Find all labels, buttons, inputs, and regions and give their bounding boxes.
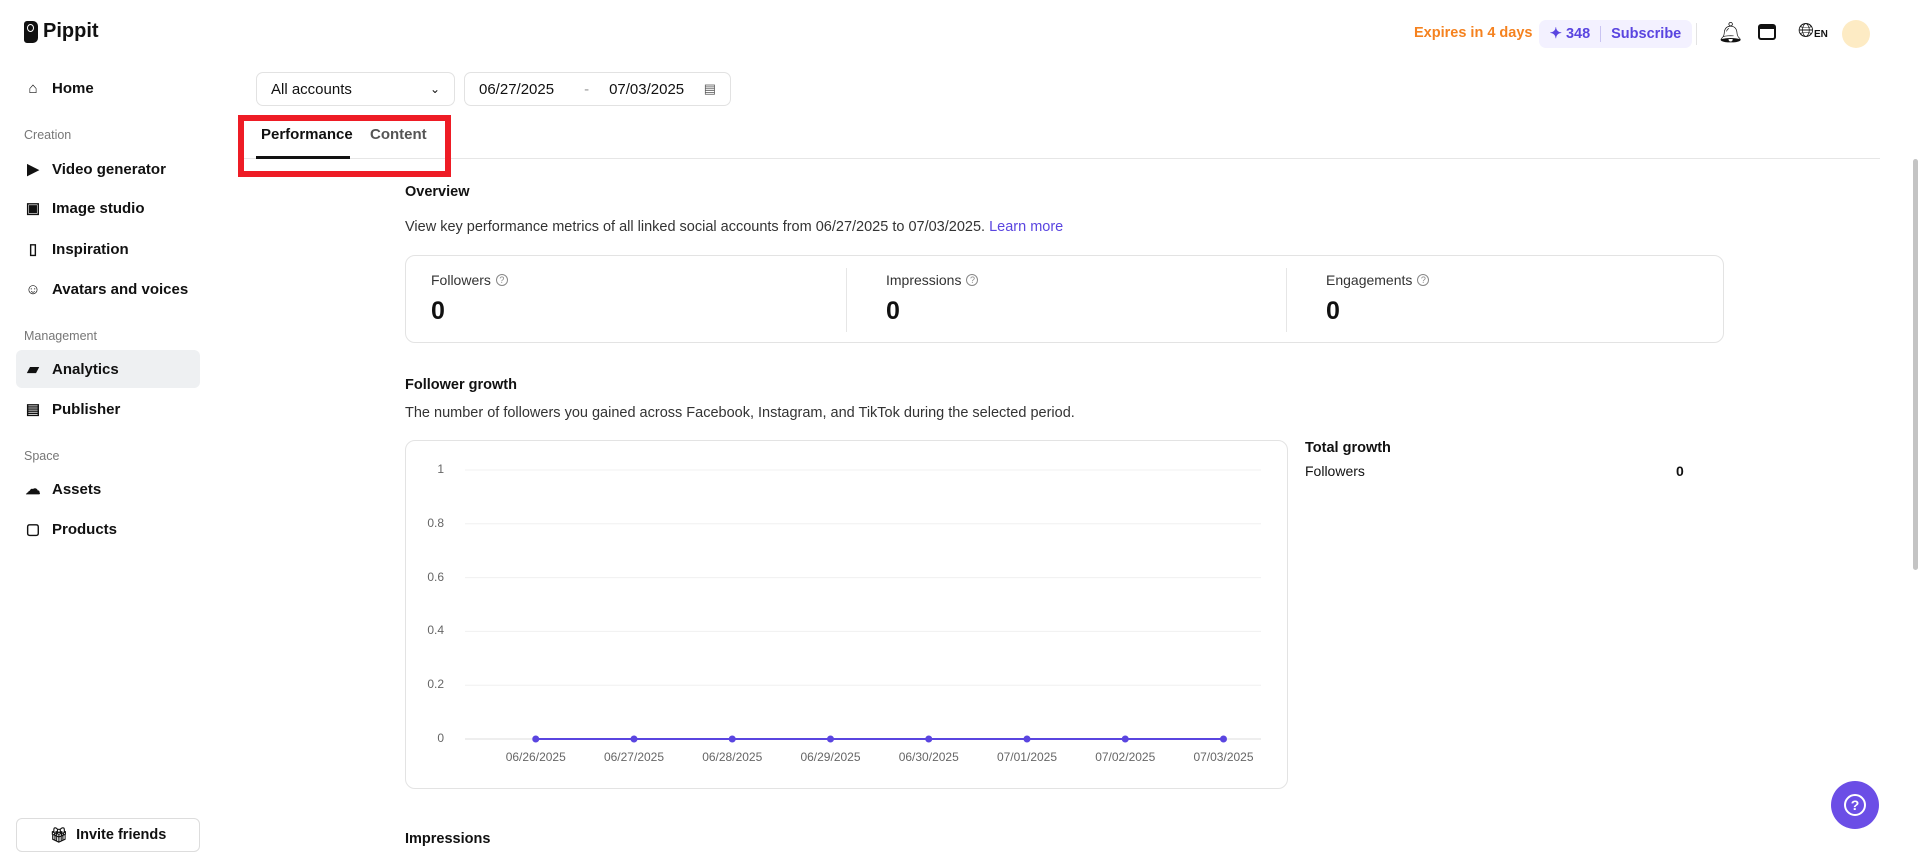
data-point[interactable] — [1121, 735, 1129, 743]
data-point[interactable] — [1219, 735, 1227, 743]
follower-growth-title: Follower growth — [405, 377, 517, 393]
x-tick-label: 06/28/2025 — [702, 750, 763, 764]
inspiration-icon: ▯ — [28, 241, 38, 258]
y-tick-label: 0.4 — [427, 623, 444, 638]
sidebar-item-analytics[interactable]: ▰ Analytics — [16, 350, 200, 388]
y-tick-label: 1 — [437, 462, 444, 476]
overview-desc: View key performance metrics of all link… — [405, 219, 1064, 235]
total-growth-value: 0 — [1676, 463, 1684, 479]
data-point[interactable] — [826, 735, 834, 743]
home-icon: ⌂ — [28, 79, 38, 97]
x-tick-label: 07/02/2025 — [1095, 750, 1156, 764]
help-icon: ? — [1844, 794, 1866, 816]
x-tick-label: 06/26/2025 — [505, 750, 566, 764]
follower-chart: 0 0.2 0.4 0.6 0.8 1 06/26/2025 06/27/2025 06/28/… — [405, 440, 1288, 789]
data-point[interactable] — [925, 735, 933, 743]
total-growth-label: Followers — [1305, 463, 1365, 479]
date-range-picker[interactable]: 06/27/2025 - 07/03/2025 ▤ — [464, 72, 731, 106]
help-icon[interactable]: ? — [966, 274, 979, 286]
metric-impressions: Impressions? 0 — [886, 272, 979, 326]
sidebar-item-inspiration[interactable]: ▯ Inspiration — [16, 230, 200, 268]
avatar[interactable] — [1842, 20, 1870, 48]
date-separator: - — [584, 80, 590, 98]
gift-icon: 🎁︎ — [49, 827, 69, 844]
tab-content[interactable]: Content — [370, 126, 427, 143]
divider — [1696, 23, 1697, 45]
tabs-divider — [238, 158, 1880, 159]
date-from[interactable]: 06/27/2025 — [479, 80, 555, 98]
calendar-icon[interactable]: ▤ — [703, 81, 716, 96]
follower-growth-desc: The number of followers you gained acros… — [405, 405, 1075, 421]
logo-icon — [24, 20, 38, 43]
avatar-icon: ☺ — [25, 280, 41, 298]
highlight-box — [238, 115, 451, 177]
video-icon: ▶ — [27, 161, 39, 178]
data-point[interactable] — [728, 735, 736, 743]
metric-engagements: Engagements? 0 — [1326, 272, 1430, 326]
total-growth-title: Total growth — [1305, 440, 1391, 456]
bag-icon: ▢ — [25, 521, 41, 538]
expires-notice[interactable]: Expires in 4 days — [1414, 25, 1533, 41]
divider — [1286, 268, 1287, 332]
sidebar-item-products[interactable]: ▢ Products — [25, 520, 118, 539]
pippit-logo[interactable]: Pippit — [24, 20, 99, 43]
x-tick-label: 06/30/2025 — [898, 750, 959, 764]
help-icon[interactable]: ? — [495, 274, 508, 286]
language-globe-icon[interactable]: 🌐︎EN — [1798, 20, 1828, 42]
sidebar-item-home[interactable]: ⌂ Home — [16, 69, 200, 107]
credits: ✦ 348 — [1549, 26, 1591, 42]
sidebar-item-video-generator[interactable]: ▶ Video generator — [16, 150, 200, 188]
impressions-title: Impressions — [405, 831, 491, 847]
bell-icon[interactable]: 🔔︎ — [1718, 22, 1744, 44]
metrics-card: Followers? 0 Impressions? 0 Engagements? 0 — [405, 255, 1724, 343]
divider — [1600, 26, 1602, 42]
analytics-icon: ▰ — [27, 361, 39, 378]
sidebar-item-assets[interactable]: ☁ Assets — [25, 480, 102, 499]
chart-svg — [465, 469, 1261, 743]
image-icon: ▣ — [25, 200, 41, 217]
metric-followers: Followers? 0 — [431, 272, 508, 326]
divider — [846, 268, 847, 332]
tab-performance[interactable]: Performance — [261, 126, 353, 143]
sidebar-item-publisher[interactable]: ▤ Publisher — [25, 400, 121, 419]
invite-friends-button[interactable]: 🎁︎ Invite friends — [16, 818, 200, 852]
section-management: Management — [24, 329, 97, 343]
subscribe-button[interactable]: Subscribe — [1611, 26, 1682, 42]
x-tick-label: 07/03/2025 — [1193, 750, 1254, 764]
date-to[interactable]: 07/03/2025 — [609, 80, 685, 98]
help-button[interactable]: ? — [1831, 781, 1879, 829]
section-creation: Creation — [24, 128, 72, 142]
y-tick-label: 0.6 — [427, 569, 444, 584]
data-point[interactable] — [630, 735, 638, 743]
y-tick-label: 0 — [437, 731, 444, 745]
learn-more-link[interactable]: Learn more — [989, 219, 1064, 235]
data-point[interactable] — [532, 735, 540, 743]
cloud-icon: ☁ — [25, 481, 41, 498]
y-tick-label: 0.8 — [427, 515, 444, 530]
x-tick-label: 07/01/2025 — [996, 750, 1058, 764]
credits-subscribe[interactable]: ✦ 348 Subscribe — [1539, 20, 1692, 48]
x-tick-label: 06/29/2025 — [800, 750, 861, 764]
section-space: Space — [24, 449, 60, 463]
sidebar-item-image-studio[interactable]: ▣ Image studio — [25, 199, 145, 218]
y-tick-label: 0.2 — [427, 677, 444, 692]
active-tab-underline — [256, 156, 350, 159]
account-select[interactable]: All accounts ⌄ — [256, 72, 455, 106]
x-tick-label: 06/27/2025 — [603, 750, 665, 764]
scrollbar[interactable] — [1913, 159, 1918, 570]
chevron-down-icon: ⌄ — [429, 82, 440, 96]
wallet-icon[interactable] — [1758, 24, 1776, 40]
calendar-icon: ▤ — [25, 401, 41, 418]
help-icon[interactable]: ? — [1417, 274, 1430, 286]
overview-title: Overview — [405, 184, 470, 200]
sidebar-item-avatars[interactable]: ☺ Avatars and voices — [25, 280, 189, 298]
data-point[interactable] — [1023, 735, 1031, 743]
